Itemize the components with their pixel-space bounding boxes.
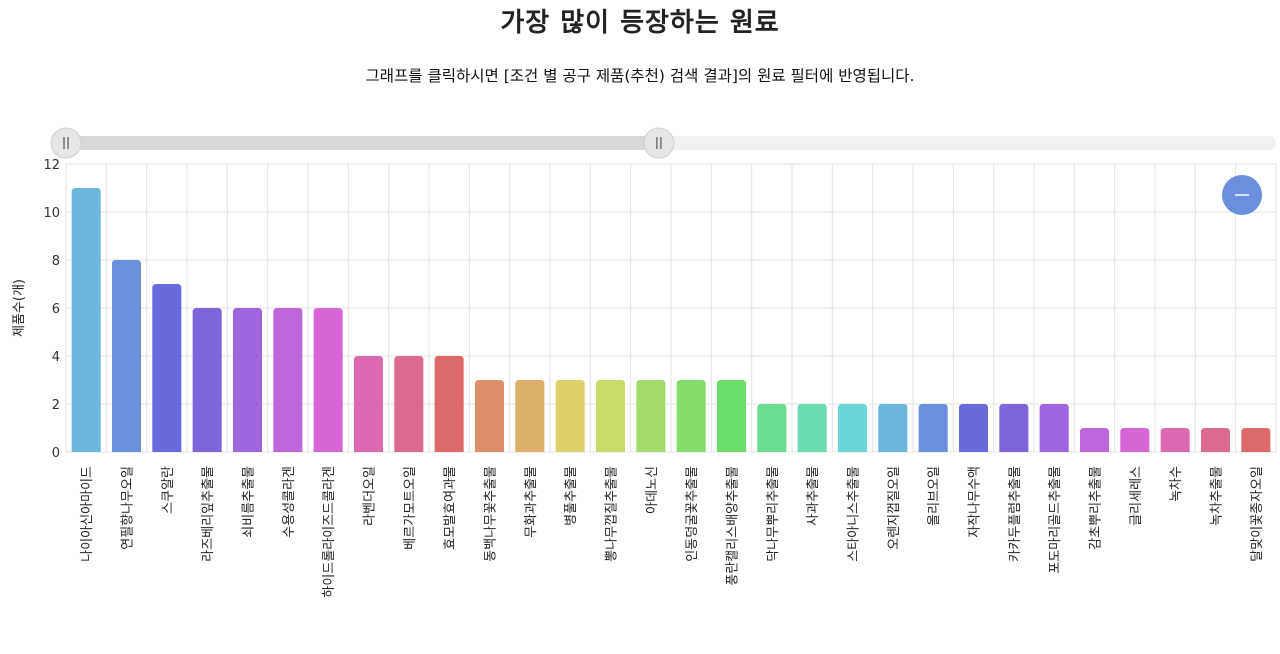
x-tick-label: 오렌지껍질오일 xyxy=(887,466,902,550)
bar-1[interactable] xyxy=(71,188,101,452)
x-tick-label: 효모발효여과물 xyxy=(443,466,458,550)
x-tick-label: 하이드롤라이즈드콜라겐 xyxy=(322,466,337,598)
scrollbar-selected-range[interactable] xyxy=(66,136,659,150)
y-tick-label: 0 xyxy=(52,446,60,461)
x-tick-label: 베르가모트오일 xyxy=(403,466,418,550)
x-tick-label: 카카두플럼추출물 xyxy=(1008,466,1023,562)
x-tick-label: 닥나무뿌리추출물 xyxy=(766,466,781,562)
bar-20[interactable] xyxy=(837,404,868,452)
bars[interactable] xyxy=(71,188,1271,452)
x-tick-label: 나이아신아마이드 xyxy=(80,466,95,562)
bar-24[interactable] xyxy=(999,404,1029,452)
bar-13[interactable] xyxy=(555,380,585,452)
zoom-scrollbar[interactable] xyxy=(50,127,1276,159)
bar-5[interactable] xyxy=(232,308,263,452)
bar-28[interactable] xyxy=(1160,428,1190,452)
y-tick-label: 8 xyxy=(52,254,60,269)
bar-22[interactable] xyxy=(918,404,948,452)
bar-27[interactable] xyxy=(1120,428,1150,452)
bar-23[interactable] xyxy=(958,404,989,452)
x-tick-label: 포도마리골드추출물 xyxy=(1048,466,1063,574)
x-tick-label: 라벤더오일 xyxy=(363,466,378,526)
x-tick-label: 아데노신 xyxy=(645,466,660,514)
bar-21[interactable] xyxy=(878,404,908,452)
x-tick-label: 녹차추출물 xyxy=(1210,466,1225,526)
bar-25[interactable] xyxy=(1039,404,1069,452)
x-tick-label: 자작나무수액 xyxy=(968,466,983,538)
scrollbar-end-handle[interactable] xyxy=(643,127,675,159)
x-tick-label: 스타아니스추출물 xyxy=(847,466,862,562)
bar-18[interactable] xyxy=(757,404,787,452)
bar-8[interactable] xyxy=(353,356,384,452)
chart-title: 가장 많이 등장하는 원료 xyxy=(500,8,780,38)
y-tick-label: 4 xyxy=(52,350,60,365)
x-tick-label: 쇠비름추출물 xyxy=(242,466,257,538)
bar-16[interactable] xyxy=(676,380,706,452)
x-tick-label: 녹차수 xyxy=(1169,466,1184,502)
bar-4[interactable] xyxy=(192,308,222,452)
x-tick-label: 사과추출물 xyxy=(806,466,821,526)
x-tick-label: 인동덩굴꽃추출물 xyxy=(685,466,700,562)
bar-7[interactable] xyxy=(313,308,343,452)
bar-26[interactable] xyxy=(1079,428,1110,452)
bar-11[interactable] xyxy=(474,380,505,452)
x-tick-label: 무화과추출물 xyxy=(524,466,539,538)
bar-10[interactable] xyxy=(434,356,464,452)
zoom-out-button[interactable] xyxy=(1222,175,1262,215)
bar-9[interactable] xyxy=(394,356,424,452)
y-axis-label: 제품수(개) xyxy=(12,279,27,337)
bar-12[interactable] xyxy=(515,380,545,452)
bar-29[interactable] xyxy=(1200,428,1231,452)
bar-3[interactable] xyxy=(152,284,182,452)
bar-14[interactable] xyxy=(595,380,626,452)
x-tick-label: 수용성콜라겐 xyxy=(282,466,297,538)
bar-2[interactable] xyxy=(111,260,142,452)
bar-6[interactable] xyxy=(273,308,303,452)
scrollbar-start-handle[interactable] xyxy=(50,127,82,159)
x-tick-label: 올리브오일 xyxy=(927,466,942,526)
bar-17[interactable] xyxy=(716,380,747,452)
y-tick-label: 2 xyxy=(52,398,60,413)
x-tick-label: 감초뿌리추출물 xyxy=(1089,466,1104,550)
y-axis: 0 2 4 6 8 10 12 xyxy=(43,158,60,461)
bar-19[interactable] xyxy=(797,404,827,452)
chart-subtitle: 그래프를 클릭하시면 [조건 별 공구 제품(추천) 검색 결과]의 원료 필터… xyxy=(365,67,915,85)
x-tick-label: 연필향나무오일 xyxy=(121,466,136,550)
x-tick-label: 병풀추출물 xyxy=(564,466,579,526)
x-tick-label: 동백나무꽃추출물 xyxy=(484,466,499,562)
grid-lines xyxy=(65,163,1277,453)
y-tick-label: 12 xyxy=(43,158,60,173)
x-tick-label: 스쿠알란 xyxy=(161,466,176,514)
x-tick-label: 뽕나무껍질추출물 xyxy=(605,466,620,562)
x-tick-label: 달맞이꽃종자오일 xyxy=(1250,466,1265,562)
x-tick-label: 라즈베리잎추출물 xyxy=(201,466,216,562)
bar-15[interactable] xyxy=(636,380,666,452)
bar-30[interactable] xyxy=(1241,428,1271,452)
y-tick-label: 10 xyxy=(43,206,60,221)
x-axis: 나이아신아마이드 연필향나무오일 스쿠알란 라즈베리잎추출물 쇠비름추출물 수용성콜라겐 하… xyxy=(80,466,1265,598)
x-tick-label: 풍란캘리스배양추출물 xyxy=(726,466,741,586)
y-tick-label: 6 xyxy=(52,302,60,317)
x-tick-label: 글리세레스 xyxy=(1129,466,1144,526)
